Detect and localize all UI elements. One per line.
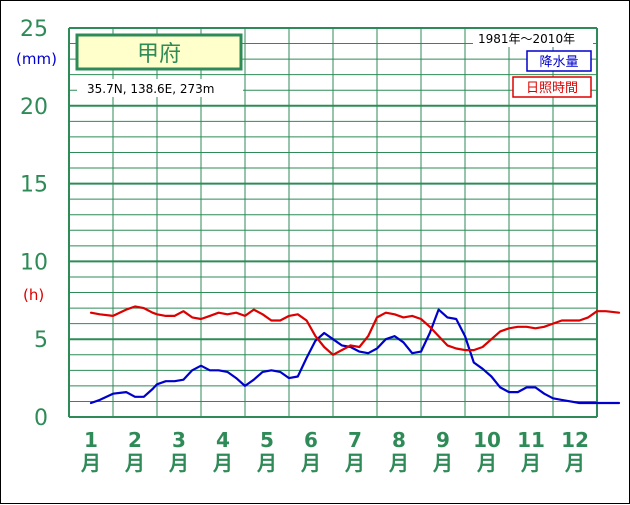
- x-tick-suffix: 月: [124, 451, 145, 475]
- x-tick-suffix: 月: [300, 451, 321, 475]
- legend-precip-label: 降水量: [539, 55, 578, 70]
- period-label: 1981年〜2010年: [478, 32, 575, 46]
- x-tick-label: 12: [561, 428, 589, 452]
- y-tick-label: 5: [34, 328, 48, 353]
- sunshine-unit-label: (h): [23, 286, 44, 304]
- chart-title: 甲府: [137, 42, 181, 67]
- series-lines: [89, 305, 621, 405]
- legend-precip-box: [526, 50, 592, 72]
- y-tick-label: 15: [20, 173, 48, 198]
- legend-sunshine-label: 日照時間: [526, 81, 578, 96]
- period-backdrop: [473, 29, 593, 47]
- x-tick-suffix: 月: [432, 451, 453, 475]
- y-tick-label: 20: [20, 95, 48, 120]
- x-tick-suffix: 月: [80, 451, 101, 475]
- x-tick-label: 4: [216, 428, 230, 452]
- x-tick-suffix: 月: [344, 451, 365, 475]
- legend: 降水量 日照時間: [512, 50, 592, 98]
- y-tick-labels: 0 5 10 15 20 25: [20, 17, 48, 431]
- x-tick-suffix: 月: [388, 451, 409, 475]
- y-tick-label: 25: [20, 17, 48, 42]
- x-tick-label: 6: [304, 428, 318, 452]
- x-tick-label: 8: [392, 428, 406, 452]
- y-tick-label: 0: [34, 406, 48, 431]
- x-tick-label: 9: [436, 428, 450, 452]
- location-label: 35.7N, 138.6E, 273m: [87, 82, 214, 96]
- x-tick-label: 11: [517, 428, 545, 452]
- x-tick-suffix: 月: [212, 451, 233, 475]
- x-tick-suffix: 月: [476, 451, 497, 475]
- x-tick-suffix: 月: [256, 451, 277, 475]
- y-tick-label: 10: [20, 250, 48, 275]
- title-box-frame: [75, 33, 243, 71]
- x-tick-suffix: 月: [520, 451, 541, 475]
- x-tick-label: 1: [84, 428, 98, 452]
- precip-unit-label: (mm): [16, 50, 57, 68]
- x-tick-label: 2: [128, 428, 142, 452]
- grid: [68, 27, 598, 418]
- precipitation-line: [89, 308, 621, 405]
- location-backdrop: [77, 79, 243, 97]
- x-tick-suffix: 月: [168, 451, 189, 475]
- legend-sunshine-box: [512, 76, 592, 98]
- title-box: 甲府: [75, 33, 243, 71]
- sunshine-line: [89, 305, 621, 356]
- x-tick-label: 3: [172, 428, 186, 452]
- x-tick-label: 7: [348, 428, 362, 452]
- x-tick-label: 10: [473, 428, 501, 452]
- x-tick-label: 5: [260, 428, 274, 452]
- x-tick-suffix: 月: [564, 451, 585, 475]
